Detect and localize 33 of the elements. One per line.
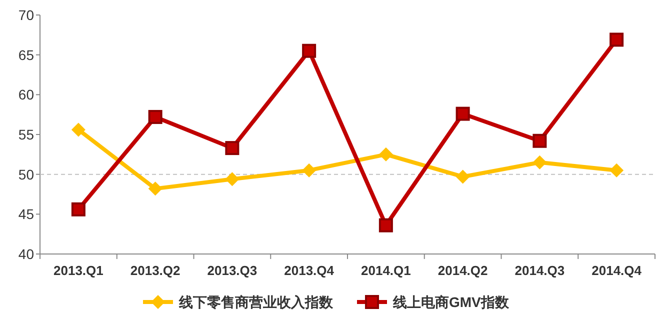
point: [148, 182, 162, 196]
y-tick-label: 60: [18, 86, 34, 103]
x-tick-label: 2013.Q2: [130, 263, 180, 278]
point: [225, 141, 240, 156]
point: [378, 218, 393, 232]
y-tick-label: 45: [18, 206, 34, 222]
point: [610, 163, 624, 178]
legend-label: 线上电商GMV指数: [392, 294, 510, 310]
point: [456, 170, 470, 184]
x-tick-label: 2014.Q1: [361, 263, 411, 278]
point: [302, 44, 316, 58]
x-tick-label: 2013.Q4: [284, 263, 335, 278]
x-tick-label: 2014.Q3: [514, 263, 565, 278]
point: [378, 147, 393, 162]
x-tick-label: 2013.Q3: [207, 263, 258, 278]
point: [302, 163, 316, 178]
y-tick-label: 65: [18, 46, 34, 63]
point: [225, 172, 240, 186]
point: [532, 155, 547, 170]
point: [610, 32, 624, 47]
point: [532, 134, 547, 148]
y-tick-label: 50: [18, 166, 34, 182]
point: [71, 202, 86, 216]
y-tick-label: 40: [18, 246, 34, 262]
x-tick-label: 2014.Q4: [592, 263, 642, 278]
y-tick-label: 55: [18, 126, 34, 142]
y-tick-label: 70: [18, 7, 34, 23]
point: [71, 122, 86, 137]
legend-label: 线下零售商营业收入指数: [178, 294, 334, 310]
x-tick-label: 2014.Q2: [438, 263, 488, 278]
x-tick-label: 2013.Q1: [54, 263, 104, 278]
point: [148, 110, 162, 124]
point: [456, 106, 470, 121]
